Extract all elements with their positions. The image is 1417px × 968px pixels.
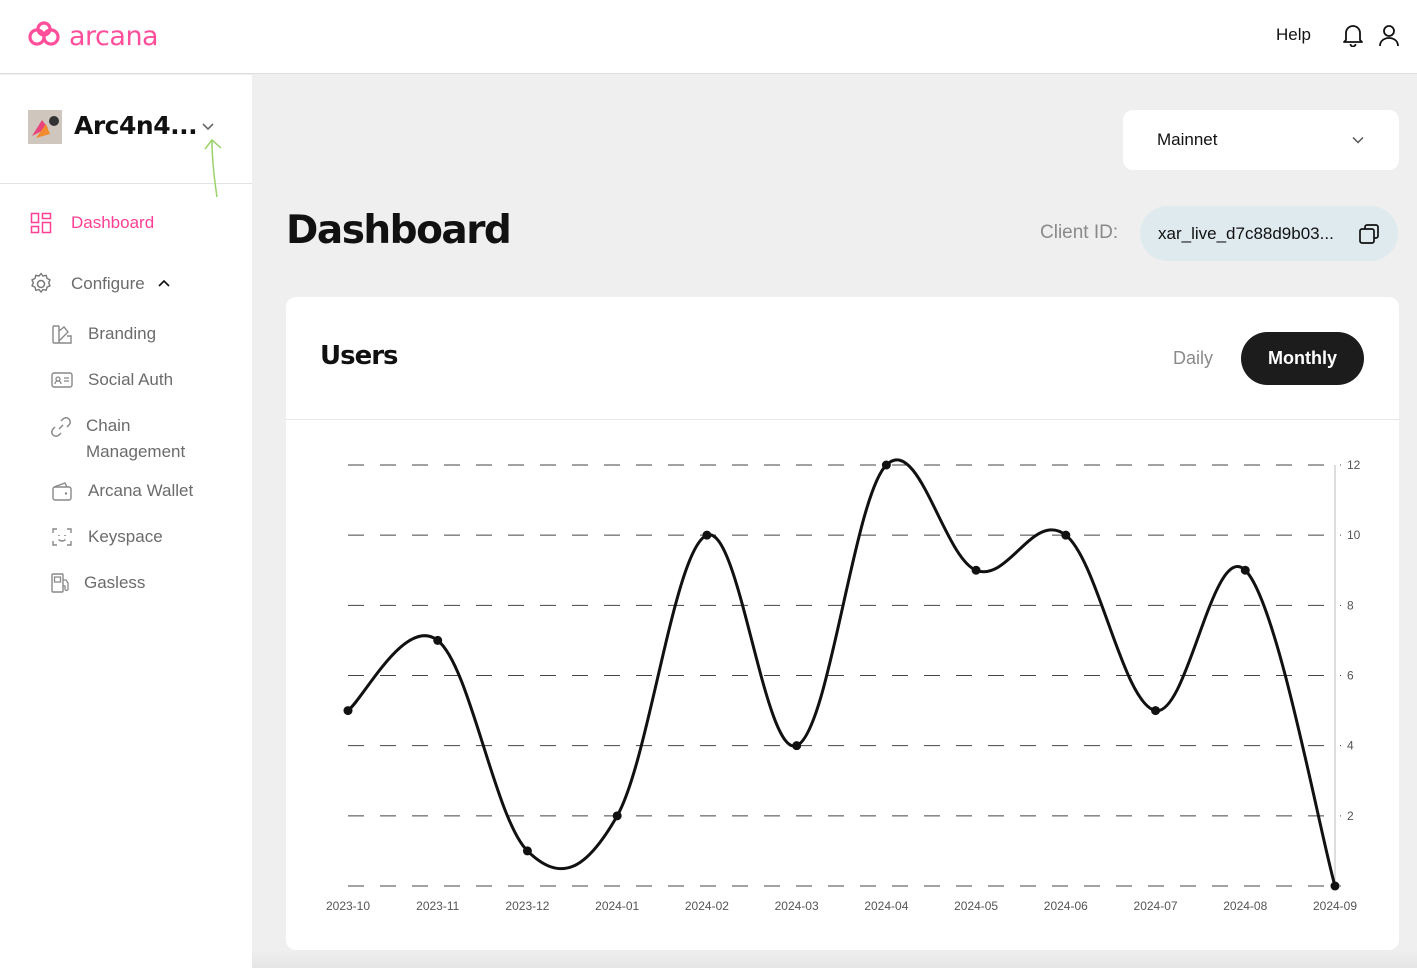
sidebar-item-label: Branding	[88, 324, 157, 343]
y-tick-label: 6	[1347, 669, 1354, 683]
page-title: Dashboard	[286, 208, 512, 253]
x-tick-label: 2023-10	[326, 899, 370, 913]
network-select[interactable]: Mainnet	[1123, 110, 1399, 170]
y-tick-label: 10	[1347, 528, 1361, 542]
x-tick-label: 2024-06	[1044, 899, 1088, 913]
wallet-icon	[52, 482, 72, 501]
x-tick-label: 2023-11	[416, 899, 459, 913]
data-point	[1330, 881, 1340, 891]
users-line-chart: 2 4 6 8 10 12 2023-10 2023-11 2023-12 2024-01 2024…	[326, 458, 1361, 913]
x-tick-label: 2024-02	[685, 899, 729, 913]
x-tick-label: 2024-09	[1313, 899, 1357, 913]
y-tick-label: 12	[1347, 458, 1361, 472]
x-tick-label: 2024-08	[1223, 899, 1267, 913]
sidebar-item-arcana-wallet[interactable]: Arcana Wallet	[51, 478, 193, 504]
sidebar-item-configure[interactable]: Configure	[29, 272, 171, 296]
card-title: Users	[320, 341, 399, 371]
users-card: Users Daily Monthly 2 4 6 8 10 12 2023-10 2023-…	[286, 297, 1399, 950]
chevron-down-icon[interactable]	[200, 119, 216, 137]
chevron-down-icon	[1352, 136, 1364, 144]
sidebar-item-label: Gasless	[84, 573, 146, 592]
id-card-icon	[51, 372, 73, 388]
sidebar-item-keyspace[interactable]: Keyspace	[51, 524, 163, 550]
sidebar-item-label: Social Auth	[88, 370, 174, 389]
card-header: Users Daily Monthly	[286, 297, 1399, 420]
data-point	[971, 565, 981, 575]
top-actions: Help	[1276, 22, 1401, 48]
data-point	[612, 811, 622, 821]
data-point	[1061, 530, 1071, 540]
brand-logo[interactable]: arcana	[27, 20, 159, 53]
help-link[interactable]: Help	[1276, 25, 1311, 44]
bell-icon[interactable]	[1341, 22, 1365, 48]
data-point	[1151, 706, 1161, 716]
brand-name: arcana	[69, 21, 159, 52]
sidebar-item-chain-management[interactable]: Chain Management	[50, 413, 185, 465]
sidebar-item-label: Chain Management	[86, 416, 186, 461]
tab-daily[interactable]: Daily	[1173, 348, 1214, 368]
dashboard-grid-icon	[30, 212, 52, 234]
x-tick-label: 2024-05	[954, 899, 998, 913]
client-id-label: Client ID:	[1040, 222, 1119, 243]
client-id-value: xar_live_d7c88d9b03...	[1158, 223, 1334, 243]
x-tick-label: 2023-12	[505, 899, 549, 913]
sidebar: Arc4n4... Dashboard Configure Branding S…	[0, 75, 252, 968]
page-bottom-edge	[252, 950, 1417, 968]
app-avatar	[28, 110, 62, 144]
sidebar-item-label: Dashboard	[71, 213, 155, 232]
tab-monthly[interactable]: Monthly	[1241, 332, 1364, 385]
data-point	[881, 460, 891, 470]
arcana-logo-icon	[27, 20, 61, 53]
data-point	[792, 741, 802, 751]
chevron-up-icon	[158, 279, 170, 287]
top-bar: arcana Help	[0, 0, 1417, 74]
branding-swatch-icon	[52, 325, 72, 344]
data-point	[702, 530, 712, 540]
app-name: Arc4n4...	[74, 111, 198, 140]
y-tick-label: 4	[1347, 739, 1354, 753]
face-scan-icon	[52, 528, 72, 546]
data-point	[522, 846, 532, 856]
gear-icon	[31, 272, 51, 293]
user-icon[interactable]	[1377, 22, 1401, 48]
x-tick-label: 2024-01	[595, 899, 639, 913]
sidebar-item-label: Configure	[71, 274, 145, 293]
fuel-pump-icon	[51, 573, 69, 593]
sidebar-item-dashboard[interactable]: Dashboard	[30, 212, 154, 234]
data-point	[343, 706, 353, 716]
data-point	[1240, 565, 1250, 575]
app-switcher[interactable]: Arc4n4...	[0, 75, 252, 198]
network-value: Mainnet	[1157, 130, 1218, 149]
sidebar-item-label: Arcana Wallet	[88, 481, 194, 500]
y-tick-label: 8	[1347, 598, 1354, 612]
annotation-arrow-icon	[200, 137, 226, 206]
sidebar-item-branding[interactable]: Branding	[51, 321, 156, 347]
data-point	[433, 635, 443, 645]
sidebar-item-label: Keyspace	[88, 527, 163, 546]
x-tick-label: 2024-07	[1134, 899, 1178, 913]
y-tick-label: 2	[1347, 809, 1354, 823]
sidebar-item-social-auth[interactable]: Social Auth	[51, 367, 173, 393]
x-tick-label: 2024-04	[864, 899, 908, 913]
link-icon	[51, 417, 71, 437]
copy-icon[interactable]	[1358, 223, 1380, 245]
x-tick-label: 2024-03	[775, 899, 819, 913]
sidebar-item-gasless[interactable]: Gasless	[50, 570, 145, 596]
series-line	[346, 458, 1337, 887]
client-id-pill: xar_live_d7c88d9b03...	[1140, 206, 1398, 261]
